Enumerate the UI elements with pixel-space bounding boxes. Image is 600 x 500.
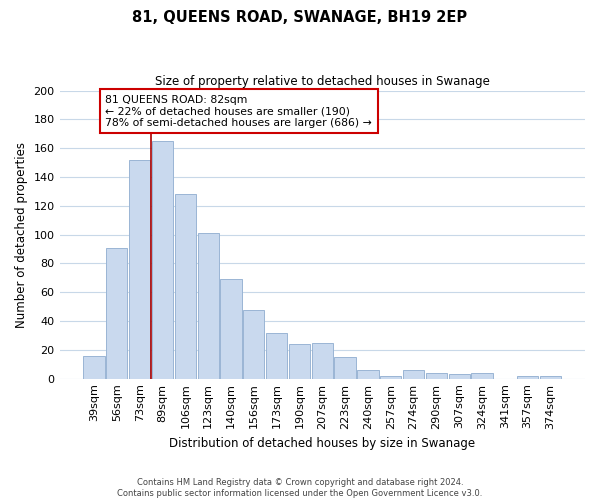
Bar xyxy=(540,376,561,378)
Bar xyxy=(403,370,424,378)
Text: 81, QUEENS ROAD, SWANAGE, BH19 2EP: 81, QUEENS ROAD, SWANAGE, BH19 2EP xyxy=(133,10,467,25)
Bar xyxy=(334,357,356,378)
Bar xyxy=(311,342,333,378)
Bar xyxy=(358,370,379,378)
Bar xyxy=(472,373,493,378)
Bar xyxy=(266,332,287,378)
Bar xyxy=(106,248,127,378)
Title: Size of property relative to detached houses in Swanage: Size of property relative to detached ho… xyxy=(155,75,490,88)
Text: 81 QUEENS ROAD: 82sqm
← 22% of detached houses are smaller (190)
78% of semi-det: 81 QUEENS ROAD: 82sqm ← 22% of detached … xyxy=(106,95,372,128)
Text: Contains HM Land Registry data © Crown copyright and database right 2024.
Contai: Contains HM Land Registry data © Crown c… xyxy=(118,478,482,498)
Bar xyxy=(380,376,401,378)
X-axis label: Distribution of detached houses by size in Swanage: Distribution of detached houses by size … xyxy=(169,437,475,450)
Bar xyxy=(197,233,219,378)
Bar xyxy=(175,194,196,378)
Bar xyxy=(426,373,447,378)
Bar xyxy=(517,376,538,378)
Bar xyxy=(289,344,310,378)
Y-axis label: Number of detached properties: Number of detached properties xyxy=(15,142,28,328)
Bar xyxy=(83,356,104,378)
Bar xyxy=(449,374,470,378)
Bar xyxy=(129,160,150,378)
Bar xyxy=(220,280,242,378)
Bar xyxy=(152,141,173,378)
Bar xyxy=(243,310,265,378)
